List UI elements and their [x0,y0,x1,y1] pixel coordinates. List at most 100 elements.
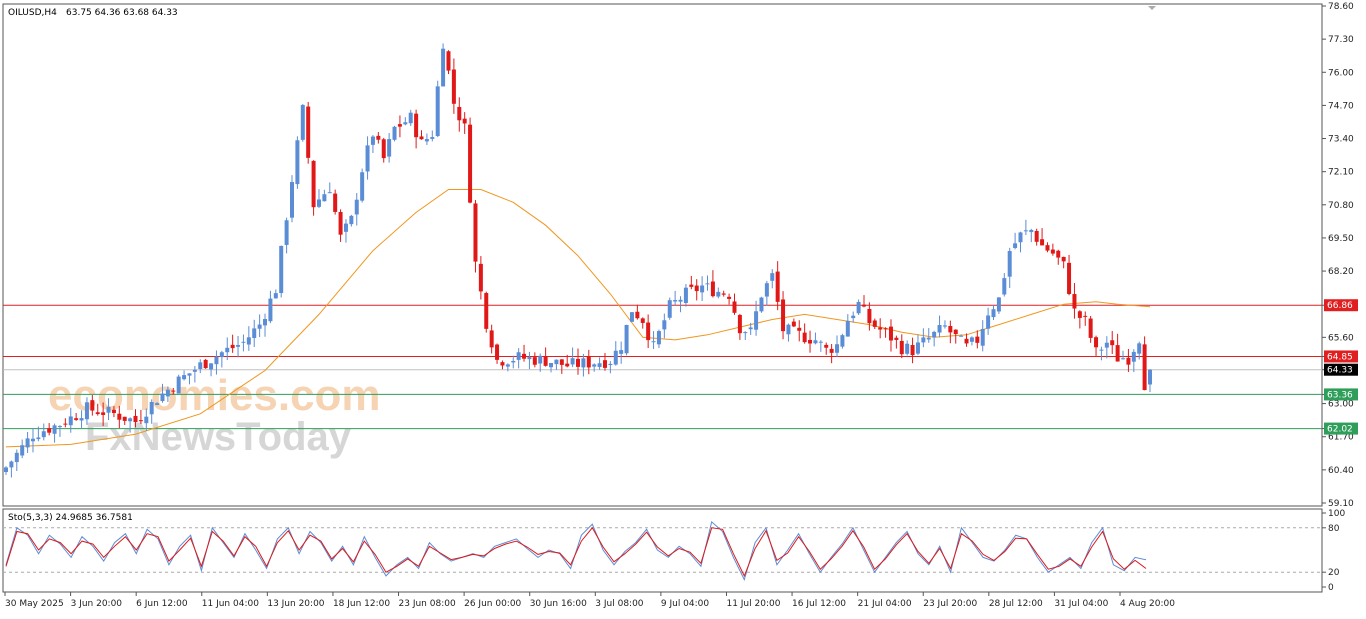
candle-bull [581,358,586,368]
price-tick-label: 73.40 [1328,135,1354,145]
candle-bull [624,324,629,354]
candle-bull [511,360,516,363]
candle-bear [872,320,877,327]
candle-bear [737,314,742,334]
candle-bear [122,416,127,421]
time-tick-label: 30 Jun 16:00 [530,599,587,609]
candle-bull [68,416,73,426]
candle-bear [484,293,489,329]
price-tick-label: 72.10 [1328,168,1354,178]
candle-bear [381,139,386,159]
candle-bull [219,352,224,358]
candle-bear [543,356,548,366]
candle-bear [781,299,786,332]
price-tick-label: 78.60 [1328,2,1354,12]
candle-bull [403,122,408,125]
candle-bear [1110,340,1115,346]
level-tag-label: 62.02 [1327,425,1353,435]
candle-bear [586,356,591,368]
candle-bull [1104,342,1109,348]
candle-bear [1088,318,1093,338]
candle-bull [198,362,203,369]
candle-bull [716,291,721,297]
candle-bull [128,418,133,422]
price-axis: 78.60 77.30 76.00 74.70 73.40 72.10 70.80 69.50… [1322,2,1354,509]
candle-bull [392,126,397,140]
candle-bear [1077,311,1082,318]
candle-bear [203,359,208,369]
stoch-tick-label: 20 [1328,568,1340,578]
candle-bull [759,297,764,312]
candle-bear [1126,357,1131,365]
candle-bull [14,452,19,463]
candle-bear [878,327,883,330]
candle-bear [1072,294,1077,309]
candle-bear [559,359,564,365]
ohlc-label: 63.75 64.36 63.68 64.33 [66,8,178,18]
candle-bull [252,328,257,339]
candle-bull [79,418,84,421]
candle-bear [775,271,780,302]
candle-bear [948,325,953,333]
candle-bull [182,375,187,380]
candle-bull [613,350,618,365]
candle-bull [932,331,937,338]
candle-bull [149,401,154,415]
candle-bull [570,358,575,365]
ma-line [5,189,1151,448]
time-tick-label: 11 Jun 04:00 [202,599,259,609]
candle-bear [95,412,100,415]
candle-bear [894,337,899,340]
candle-bull [743,332,748,334]
candle-bear [1115,345,1120,362]
chart-shift-icon[interactable] [1148,6,1156,10]
candle-bear [133,415,138,423]
current-price-tag [1324,363,1358,376]
candle-bull [1099,349,1104,351]
candle-bull [959,335,964,337]
candle-bull [835,344,840,353]
candle-bull [176,376,181,394]
candle-bull [851,315,856,319]
price-tick-label: 65.60 [1328,333,1354,343]
candle-bull [1018,232,1023,243]
price-tick-label: 68.20 [1328,267,1354,277]
candle-bear [468,124,473,203]
candle-bull [651,341,656,343]
candle-bear [1142,344,1147,391]
candle-bear [694,285,699,292]
time-tick-label: 31 Jul 04:00 [1054,599,1108,609]
level-tag-support [1324,422,1358,435]
candle-bull [84,402,89,420]
stochastic-oscillator: 100 80 20 0 [3,509,1345,593]
candle-bear [1050,249,1055,254]
candle-bear [451,69,456,104]
candle-bull [678,299,683,302]
candle-bear [808,339,813,344]
price-tick-label: 74.70 [1328,101,1354,111]
candle-bear [495,344,500,360]
time-tick-label: 9 Jul 04:00 [661,599,710,609]
candle-bull [764,283,769,297]
candle-bull [656,331,661,345]
candle-bear [478,263,483,292]
price-tick-label: 70.80 [1328,201,1354,211]
candle-bull [527,357,532,360]
time-tick-label: 21 Jul 04:00 [858,599,912,609]
candle-bull [662,320,667,330]
candle-bear [111,409,116,414]
candle-bull [365,145,370,172]
candle-bull [387,139,392,157]
candle-bull [424,139,429,142]
candle-bear [473,203,478,262]
candle-bull [549,362,554,368]
moving-average [5,189,1151,448]
candle-bear [867,308,872,324]
time-tick-label: 23 Jun 08:00 [399,599,456,609]
candle-bull [290,182,294,218]
price-tags: 66.86 64.85 63.36 62.02 64.33 [1324,299,1358,435]
candle-bull [300,104,305,140]
candle-bull [840,335,845,347]
